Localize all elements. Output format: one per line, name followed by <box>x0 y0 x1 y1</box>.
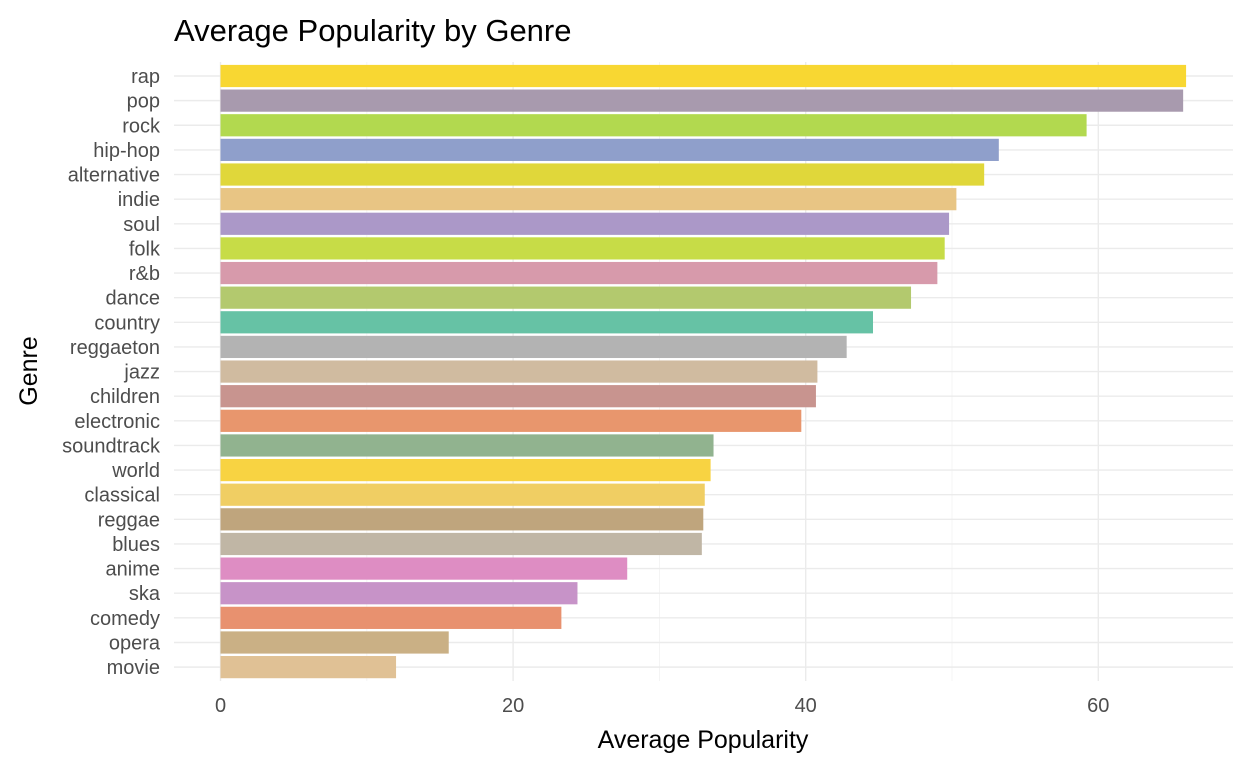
category-label: anime <box>106 559 160 581</box>
category-label: opera <box>109 632 161 654</box>
category-label: world <box>111 460 160 482</box>
bar-opera <box>220 631 449 654</box>
bar-reggae <box>220 508 704 531</box>
bar-blues <box>220 532 702 556</box>
category-label: pop <box>127 91 160 113</box>
category-label: alternative <box>68 165 160 187</box>
bar-ska <box>220 582 578 605</box>
bar-country <box>220 311 873 334</box>
x-axis-title: Average Popularity <box>598 726 809 754</box>
bar-alternative <box>220 163 985 186</box>
bar-anime <box>220 557 628 580</box>
bar-hip-hop <box>220 138 999 161</box>
bar-r-b <box>220 261 938 285</box>
x-tick-label: 60 <box>1087 695 1109 717</box>
category-label: jazz <box>123 362 160 384</box>
category-label: soul <box>123 214 160 236</box>
category-label: reggaeton <box>70 337 160 359</box>
category-label: children <box>90 386 160 408</box>
bar-children <box>220 385 816 408</box>
category-label: soundtrack <box>62 435 161 457</box>
category-label: movie <box>107 657 160 679</box>
bar-reggaeton <box>220 335 847 359</box>
category-label: country <box>94 312 160 334</box>
category-label: rock <box>122 115 161 137</box>
category-label: indie <box>118 189 160 211</box>
bar-electronic <box>220 409 802 432</box>
category-label: ska <box>129 583 161 605</box>
bar-comedy <box>220 606 562 629</box>
y-axis-title: Genre <box>15 336 43 405</box>
chart-title: Average Popularity by Genre <box>174 13 572 48</box>
bar-world <box>220 458 711 482</box>
category-label: comedy <box>90 608 160 630</box>
category-label: r&b <box>129 263 160 285</box>
category-label: folk <box>129 238 161 260</box>
category-label: classical <box>84 485 160 507</box>
category-label: reggae <box>98 509 160 531</box>
bar-rock <box>220 114 1087 137</box>
category-label: rap <box>131 66 160 88</box>
category-label: dance <box>106 288 161 310</box>
bar-folk <box>220 237 945 260</box>
bars <box>220 64 1187 679</box>
x-tick-labels: 0 20 40 60 <box>215 695 1109 717</box>
bar-pop <box>220 89 1184 112</box>
bar-dance <box>220 286 912 309</box>
bar-indie <box>220 188 957 211</box>
bar-movie <box>220 656 397 679</box>
bar-rap <box>220 64 1187 88</box>
x-tick-label: 40 <box>795 695 817 717</box>
category-label: blues <box>112 534 160 556</box>
category-label: hip-hop <box>93 140 160 162</box>
bar-soundtrack <box>220 434 714 457</box>
x-tick-label: 20 <box>502 695 524 717</box>
bar-jazz <box>220 360 818 383</box>
x-tick-label: 0 <box>215 695 226 717</box>
bar-classical <box>220 483 705 506</box>
bar-soul <box>220 212 950 235</box>
category-label: electronic <box>74 411 160 433</box>
